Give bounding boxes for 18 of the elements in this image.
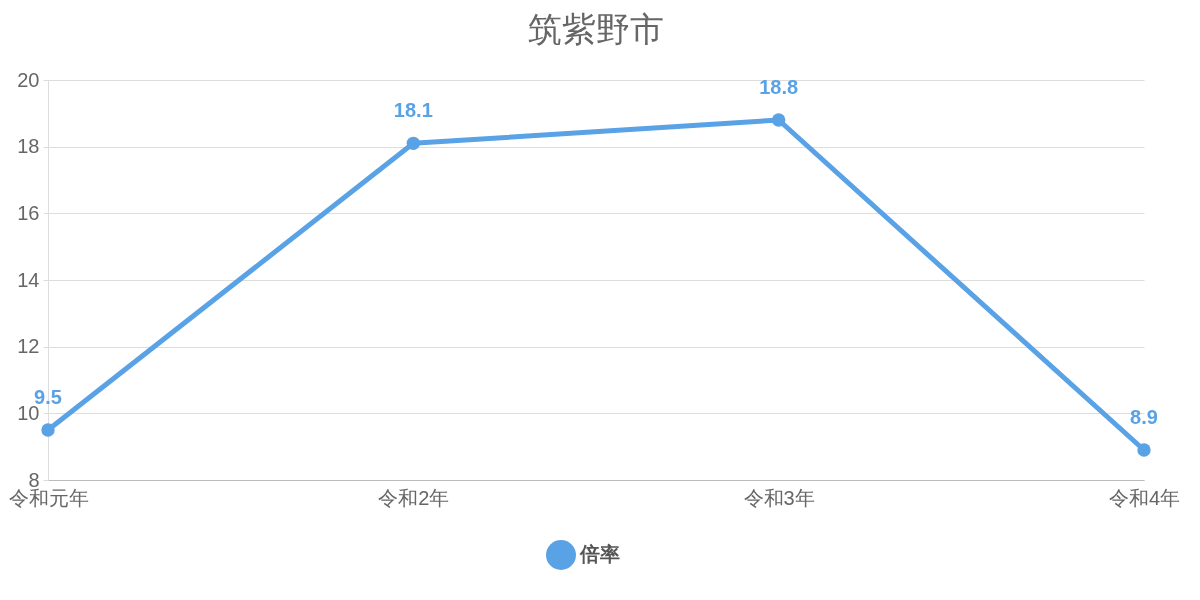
data-label: 8.9 (1130, 406, 1158, 428)
y-tick-label: 20 (17, 68, 40, 91)
y-tick-label: 14 (17, 268, 40, 291)
point (771, 113, 786, 127)
y-tick-label: 12 (17, 335, 40, 358)
chart-title: 筑紫野市 (528, 10, 664, 48)
x-tick-label: 令和元年 (8, 486, 89, 509)
y-tick-label: 18 (17, 135, 40, 158)
x-tick-label: 令和2年 (378, 486, 450, 509)
point (1137, 443, 1151, 457)
x-tick-label: 令和3年 (743, 486, 815, 509)
y-tick-label: 16 (17, 201, 40, 224)
data-label: 18.1 (393, 99, 433, 122)
data-label: 18.8 (759, 76, 799, 98)
x-tick-label: 令和4年 (1108, 486, 1181, 509)
legend-label: 倍率 (579, 543, 620, 565)
point (41, 423, 55, 437)
point (406, 136, 421, 151)
